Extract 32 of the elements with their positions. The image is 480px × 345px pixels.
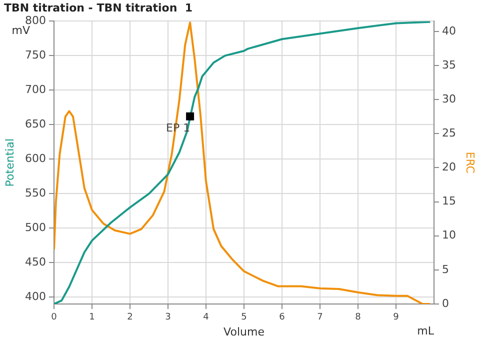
y-tick-label: 450 — [25, 255, 46, 268]
text: Potential — [3, 138, 16, 187]
x-tick-label: 0 — [51, 312, 58, 323]
x-tick-label: 4 — [203, 312, 210, 323]
x-tick-label: 3 — [165, 312, 171, 323]
y2-tick-label: 0 — [442, 296, 449, 310]
y2-tick-label: 10 — [442, 228, 456, 242]
y2-tick-label: 35 — [442, 58, 456, 72]
y-tick-label: 600 — [25, 152, 46, 166]
y2-tick-label: 40 — [442, 24, 456, 38]
x-tick-label: 7 — [317, 312, 323, 323]
text: ERC — [464, 152, 477, 174]
y-tick-label: 500 — [25, 220, 46, 234]
chart-title: TBN titration - TBN titration 1 — [4, 1, 192, 14]
y-tick-label: 400 — [25, 290, 46, 303]
x-tick-label: 5 — [241, 312, 247, 323]
y2-tick-label: 25 — [442, 126, 456, 140]
y2-tick-label: 20 — [442, 160, 456, 174]
x-tick-label: 2 — [127, 312, 133, 323]
x-tick-label: 9 — [393, 312, 400, 323]
text: mL — [417, 324, 435, 338]
y-tick-label: 700 — [25, 83, 46, 96]
y2-tick-label: 30 — [442, 92, 456, 106]
y-tick-label: 650 — [25, 118, 46, 131]
x-axis-title: Volume — [224, 325, 265, 338]
x-tick-label: 6 — [279, 312, 286, 323]
y2-tick-label: 5 — [442, 262, 449, 276]
x-tick-label: 8 — [355, 312, 362, 323]
y-tick-label: 550 — [25, 186, 46, 200]
y2-tick-label: 15 — [442, 194, 456, 208]
x-tick-label: 1 — [89, 312, 95, 323]
y-tick-label: 750 — [25, 48, 46, 62]
